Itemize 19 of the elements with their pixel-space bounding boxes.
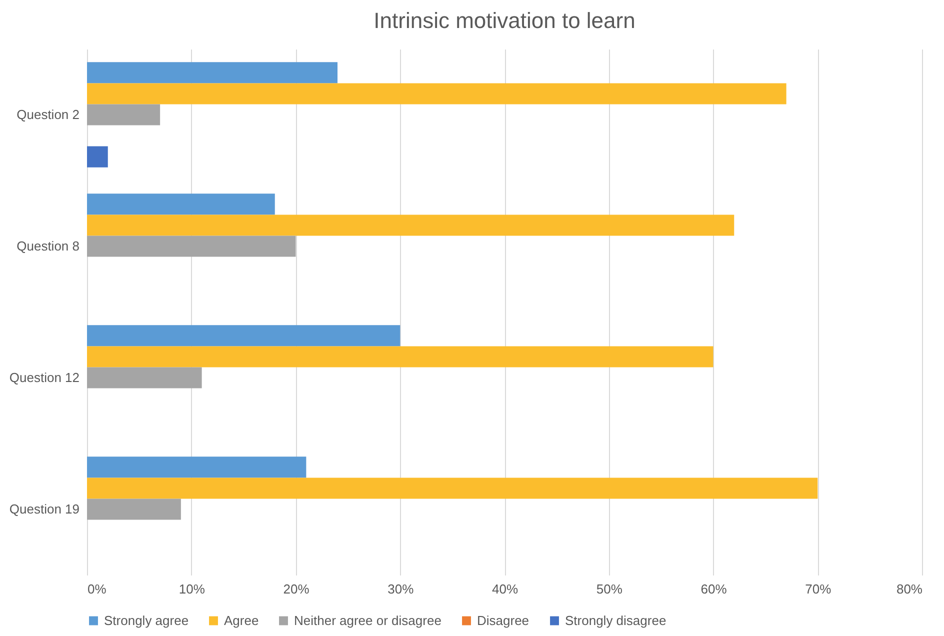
x-tick-label: 50% <box>596 582 623 596</box>
legend-label: Disagree <box>477 612 530 628</box>
x-tick-label: 0% <box>88 582 107 596</box>
legend-label: Strongly disagree <box>565 612 666 628</box>
legend-label: Agree <box>224 612 259 628</box>
x-tick-label: 30% <box>388 582 414 596</box>
legend-label: Neither agree or disagree <box>294 612 442 628</box>
y-tick-label: Question 19 <box>9 501 80 516</box>
y-tick-label: Question 12 <box>9 370 80 385</box>
x-tick-label: 40% <box>492 582 518 596</box>
x-tick-label: 70% <box>805 582 832 596</box>
chart-title: Intrinsic motivation to learn <box>374 8 636 33</box>
legend-label: Strongly agree <box>104 612 189 628</box>
y-tick-label: Question 8 <box>16 238 80 254</box>
x-tick-label: 60% <box>700 582 728 596</box>
y-tick-label: Question 2 <box>16 106 80 122</box>
x-tick-label: 10% <box>178 582 206 596</box>
x-tick-label: 20% <box>283 582 310 596</box>
x-tick-label: 80% <box>896 582 923 596</box>
